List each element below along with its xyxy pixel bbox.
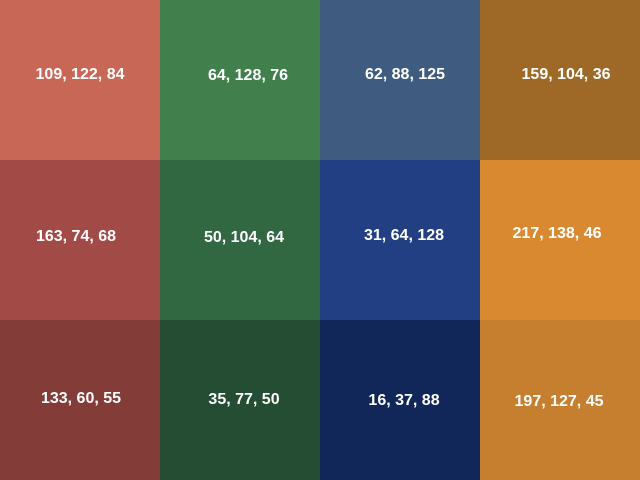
swatch-label: 197, 127, 45 [514, 393, 604, 410]
swatch-label: 50, 104, 64 [203, 229, 285, 246]
swatch-r3-c1: 133, 60, 55 [0, 320, 160, 480]
swatch-r2-c2: 50, 104, 64 [160, 160, 320, 320]
swatch-label: 16, 37, 88 [368, 392, 440, 409]
swatch-label: 163, 74, 68 [35, 228, 117, 245]
swatch-label: 62, 88, 125 [364, 66, 446, 83]
swatch-label: 35, 77, 50 [208, 391, 280, 408]
swatch-label: 133, 60, 55 [40, 390, 122, 407]
swatch-label: 64, 128, 76 [207, 67, 289, 84]
swatch-r1-c3: 62, 88, 125 [320, 0, 480, 160]
swatch-r3-c2: 35, 77, 50 [160, 320, 320, 480]
swatch-r2-c1: 163, 74, 68 [0, 160, 160, 320]
swatch-r3-c4: 197, 127, 45 [480, 320, 640, 480]
swatch-r3-c3: 16, 37, 88 [320, 320, 480, 480]
swatch-r2-c3: 31, 64, 128 [320, 160, 480, 320]
swatch-label: 31, 64, 128 [363, 227, 445, 244]
swatch-label: 159, 104, 36 [521, 66, 611, 83]
swatch-r1-c4: 159, 104, 36 [480, 0, 640, 160]
swatch-r1-c1: 109, 122, 84 [0, 0, 160, 160]
swatch-r1-c2: 64, 128, 76 [160, 0, 320, 160]
swatch-label: 217, 138, 46 [512, 225, 602, 242]
swatch-label: 109, 122, 84 [35, 66, 125, 83]
swatch-r2-c4: 217, 138, 46 [480, 160, 640, 320]
